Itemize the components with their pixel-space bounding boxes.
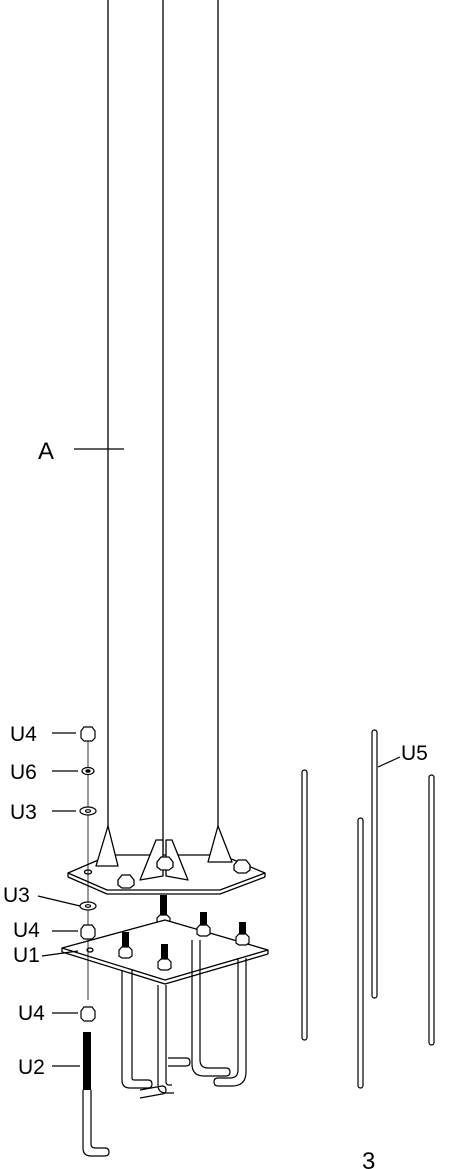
label-U3-top: U3 [10,801,37,824]
page-number: 3 [362,1148,375,1169]
label-U3-mid: U3 [3,884,30,907]
j-hook-legs [121,940,247,1099]
anchor-bolts [118,912,250,971]
label-U1: U1 [13,944,40,967]
label-U4-mid: U4 [13,919,40,942]
anchor-bolt-U2 [82,1032,110,1157]
leader-lines [37,448,401,1067]
exploded-stack [79,726,97,1022]
label-U4-top: U4 [10,723,37,746]
label-U6: U6 [10,761,37,784]
label-U5: U5 [401,742,428,765]
label-U2: U2 [18,1056,45,1079]
rods-U5 [301,729,435,1089]
base-plate [67,825,266,895]
label-A: A [38,438,54,465]
pole-A [107,0,219,850]
label-U4-bottom: U4 [18,1002,45,1025]
